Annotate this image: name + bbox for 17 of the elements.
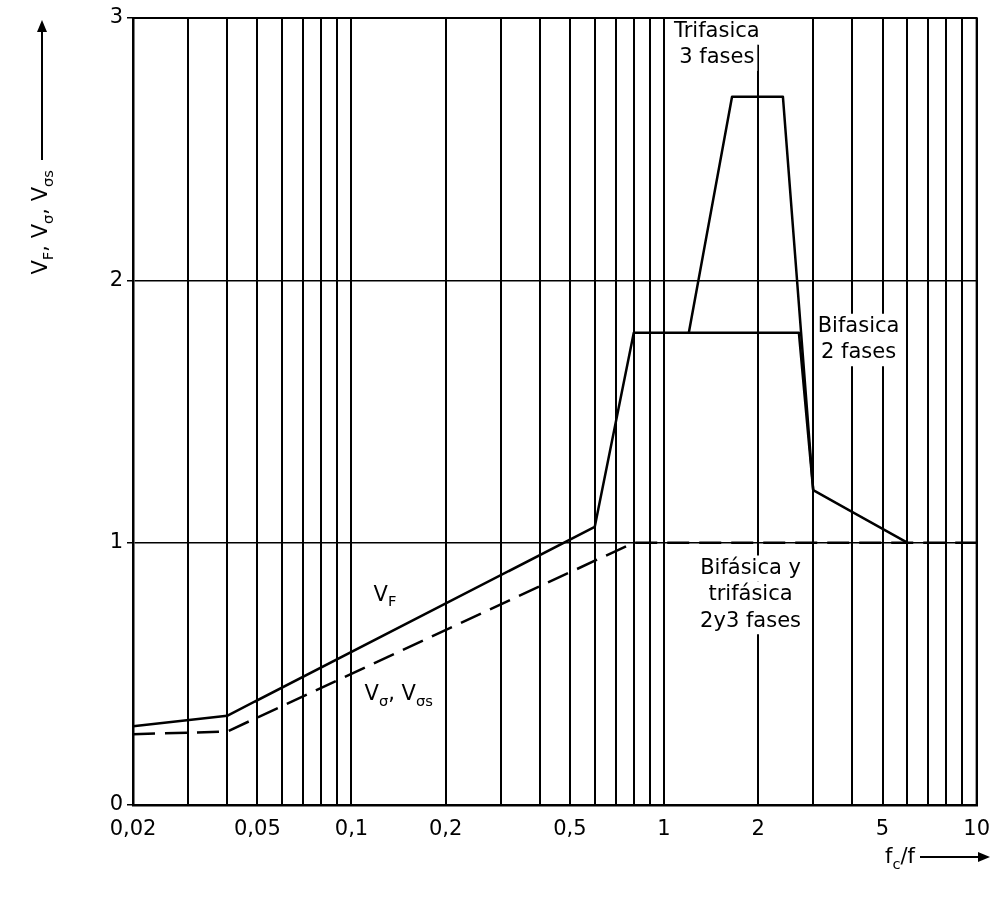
annotation: Bifasica 2 fases <box>817 313 900 364</box>
x-tick-label: 0,02 <box>109 816 157 841</box>
x-tick-label: 0,05 <box>234 816 281 841</box>
y-tick-label: 1 <box>109 529 123 554</box>
x-tick-label: 10 <box>963 816 991 841</box>
x-tick-label: 5 <box>875 816 890 841</box>
x-tick-label: 2 <box>751 816 765 841</box>
x-tick-label: 1 <box>657 816 671 841</box>
y-tick-label: 2 <box>109 266 123 291</box>
annotation: Bifásica y trifásica 2y3 fases <box>700 555 801 632</box>
annotation: Trifasica 3 fases <box>672 18 760 69</box>
x-tick-label: 0,5 <box>553 816 587 841</box>
x-tick-label: 0,2 <box>428 816 463 841</box>
y-tick-label: 3 <box>109 4 123 29</box>
y-axis-title: VF, Vσ, Vσs <box>28 169 57 275</box>
x-tick-label: 0,1 <box>334 816 369 841</box>
y-tick-label: 0 <box>109 791 123 816</box>
